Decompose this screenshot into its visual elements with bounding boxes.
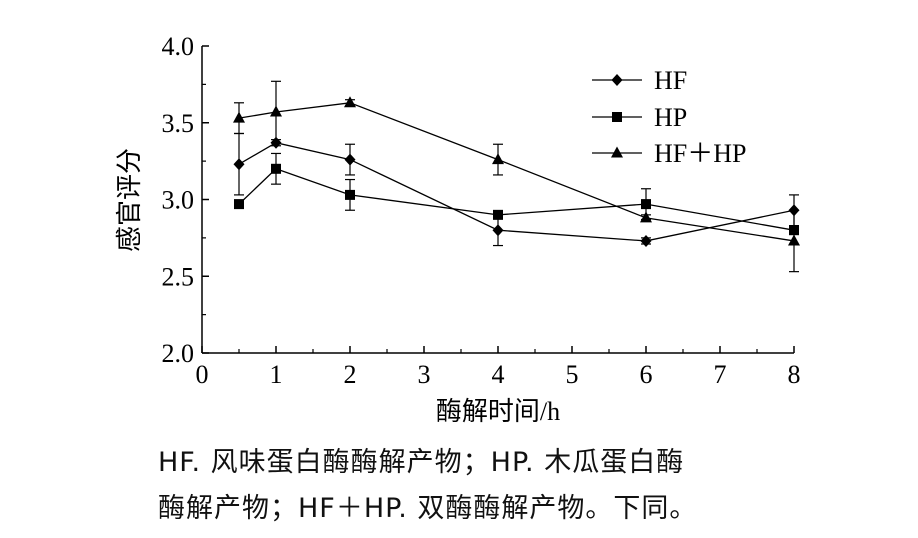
legend-label: HP (654, 103, 687, 132)
x-tick-label: 4 (492, 360, 505, 389)
ticks: 0 1 2 3 4 5 6 7 8 2.0 2.5 3.0 3.5 4.0 (162, 32, 801, 389)
y-axis-label: 感官评分 (115, 148, 144, 252)
data-point-hf (344, 153, 356, 166)
data-point-hp (345, 189, 355, 200)
x-tick-label: 6 (640, 360, 653, 389)
data-point-hf-hp (270, 105, 282, 117)
legend-marker (611, 146, 623, 158)
data-point-hf-hp (788, 234, 800, 246)
legend: HF HP HF＋HP (592, 66, 746, 168)
legend-marker (612, 112, 622, 122)
y-tick-label: 3.0 (162, 186, 195, 215)
series-line-hp (238, 168, 795, 231)
x-tick-label: 3 (418, 360, 431, 389)
data-point-hf (640, 234, 652, 247)
plot-area (233, 80, 800, 273)
data-point-hp (641, 199, 651, 210)
caption-line-1: HF. 风味蛋白酶酶解产物；HP. 木瓜蛋白酶 (158, 447, 685, 478)
x-tick-label: 1 (270, 360, 283, 389)
data-point-hf-hp (492, 153, 504, 165)
data-point-hf (492, 224, 504, 237)
y-tick-label: 2.0 (162, 339, 195, 368)
x-axis-label: 酶解时间/h (436, 397, 560, 426)
legend-label: HF＋HP (654, 139, 746, 168)
y-tick-label: 3.5 (162, 109, 195, 138)
data-point-hf-hp (344, 96, 356, 108)
data-point-hf-hp (640, 211, 652, 223)
x-tick-label: 8 (788, 360, 801, 389)
series-line-hf (238, 142, 795, 242)
x-tick-label: 5 (566, 360, 579, 389)
series-line-hf-hp (238, 102, 795, 242)
data-point-hp (493, 209, 503, 220)
y-tick-label: 4.0 (162, 32, 195, 61)
legend-label: HF (654, 66, 687, 95)
data-point-hp (271, 163, 281, 174)
data-point-hf-hp (233, 111, 245, 123)
data-point-hp (234, 199, 244, 210)
axes (201, 46, 794, 354)
x-tick-label: 7 (714, 360, 727, 389)
x-tick-label: 0 (196, 360, 209, 389)
legend-marker (611, 74, 623, 86)
x-tick-label: 2 (344, 360, 357, 389)
caption-line-2: 酶解产物；HF＋HP. 双酶酶解产物。下同。 (158, 493, 698, 524)
y-tick-label: 2.5 (162, 262, 195, 291)
data-point-hf (233, 158, 245, 171)
